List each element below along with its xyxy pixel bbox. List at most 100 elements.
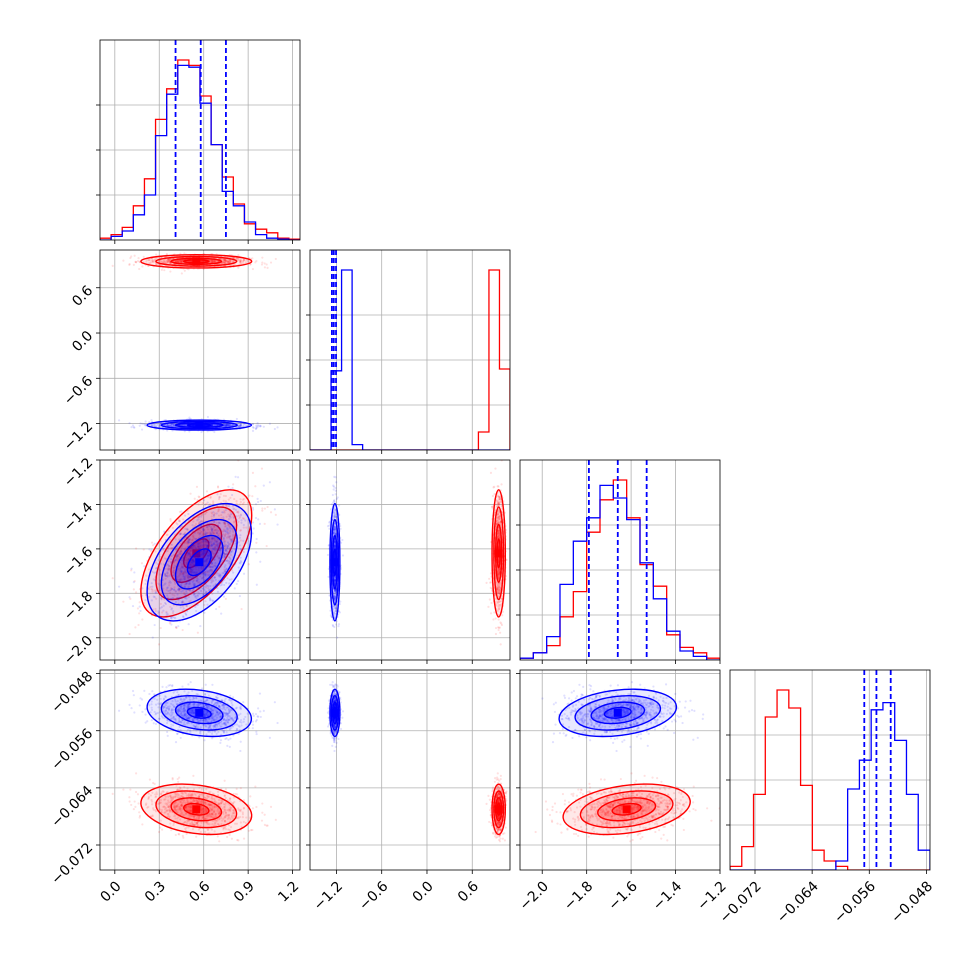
scatter-point [227, 485, 230, 488]
scatter-point [141, 618, 144, 621]
scatter-point [273, 508, 276, 511]
density-peak [494, 549, 503, 558]
scatter-point [212, 515, 215, 518]
scatter-point [221, 261, 224, 264]
scatter-point [251, 471, 255, 474]
scatter-point [245, 526, 248, 529]
scatter-point [245, 424, 248, 427]
scatter-point [207, 552, 211, 555]
scatter-point [204, 503, 207, 506]
scatter-point [488, 598, 491, 601]
scatter-point [189, 569, 192, 572]
scatter-point [333, 475, 336, 478]
scatter-point [226, 529, 230, 532]
scatter-point [202, 529, 205, 532]
scatter-point [132, 588, 135, 591]
scatter-point [176, 259, 180, 263]
scatter-point [180, 563, 183, 566]
scatter-point [174, 559, 177, 562]
scatter-point [211, 512, 214, 515]
scatter-point [181, 605, 184, 608]
scatter-point [254, 503, 258, 506]
scatter-point [151, 588, 154, 591]
scatter-point [226, 423, 229, 426]
scatter-point [147, 595, 151, 598]
scatter-point [222, 258, 226, 262]
scatter-point [218, 605, 221, 608]
scatter-point [178, 555, 181, 559]
scatter-point [225, 424, 228, 428]
scatter-point [187, 585, 190, 588]
scatter-point [169, 588, 173, 591]
scatter-point [194, 547, 198, 550]
scatter-point [226, 259, 229, 262]
scatter-point [261, 507, 264, 510]
scatter-point [242, 498, 246, 501]
scatter-point [142, 255, 145, 258]
scatter-point [204, 571, 207, 574]
scatter-point [148, 556, 151, 559]
scatter-point [222, 261, 225, 264]
scatter-point [187, 552, 190, 555]
scatter-point [152, 260, 155, 263]
scatter-point [204, 539, 207, 542]
scatter-point [239, 556, 242, 559]
scatter-point [232, 530, 235, 534]
scatter-point [188, 566, 191, 569]
scatter-point [488, 577, 491, 580]
scatter-point [171, 611, 175, 615]
scatter-point [213, 552, 216, 556]
scatter-point [235, 519, 238, 522]
scatter-point [166, 423, 170, 426]
scatter-point [209, 545, 212, 548]
scatter-point [259, 560, 262, 563]
scatter-point [222, 425, 226, 428]
scatter-point [167, 259, 171, 262]
scatter-point [262, 425, 265, 428]
scatter-point [226, 559, 229, 562]
scatter-point [187, 540, 190, 543]
scatter-point [213, 260, 216, 263]
scatter-point [201, 554, 205, 557]
scatter-point [216, 555, 219, 558]
scatter-point [169, 424, 173, 427]
scatter-point [152, 260, 155, 263]
scatter-point [220, 547, 223, 550]
scatter-point [222, 511, 225, 514]
scatter-point [140, 428, 144, 431]
scatter-point [251, 257, 254, 260]
scatter-point [220, 612, 223, 615]
scatter-point [179, 260, 182, 263]
scatter-point [229, 259, 232, 262]
scatter-point [139, 609, 142, 613]
scatter-point [182, 423, 186, 426]
scatter-point [227, 423, 230, 426]
scatter-point [147, 259, 151, 262]
scatter-point [227, 424, 230, 427]
scatter-point [186, 574, 190, 578]
scatter-point [128, 596, 131, 599]
scatter-point [210, 515, 213, 518]
scatter-point [231, 423, 234, 426]
scatter-point [231, 260, 234, 263]
scatter-point [151, 570, 154, 574]
scatter-point [236, 476, 240, 479]
scatter-point [195, 568, 198, 571]
scatter-point [334, 493, 337, 496]
scatter-point [183, 423, 186, 426]
scatter-point [172, 574, 176, 577]
scatter-point [222, 521, 225, 524]
scatter-point [226, 260, 229, 263]
scatter-point [184, 558, 187, 561]
scatter-point [194, 584, 197, 587]
panel-1-0 [96, 249, 301, 454]
scatter-point [239, 516, 242, 519]
scatter-point [487, 605, 490, 608]
scatter-point [206, 573, 209, 576]
scatter-point [166, 259, 169, 262]
density-peak [195, 558, 204, 567]
scatter-point [203, 611, 206, 614]
scatter-point [215, 540, 219, 543]
scatter-point [232, 571, 235, 574]
